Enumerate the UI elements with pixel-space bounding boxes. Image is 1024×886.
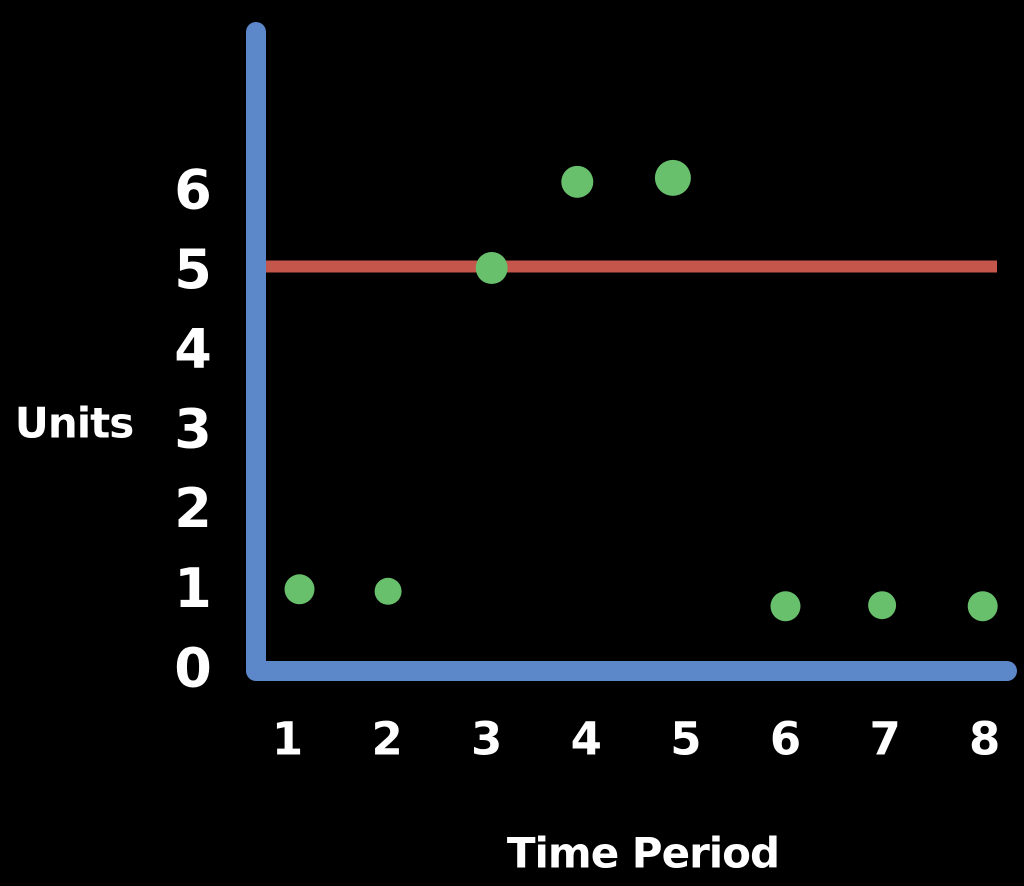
y-tick-label: 3 xyxy=(174,397,212,460)
x-axis-title: Time Period xyxy=(506,828,780,878)
x-tick-label: 8 xyxy=(969,713,1000,766)
y-tick-label: 5 xyxy=(174,238,212,301)
x-tick-label: 6 xyxy=(770,713,801,766)
data-point xyxy=(654,159,691,196)
y-tick-label: 0 xyxy=(174,637,212,700)
y-tick-label: 6 xyxy=(174,158,212,221)
reference-line xyxy=(266,260,997,273)
axis-line xyxy=(246,22,1017,681)
data-point xyxy=(967,591,998,622)
data-point xyxy=(561,165,594,198)
x-tick-label: 7 xyxy=(869,713,900,766)
x-tick-label: 3 xyxy=(471,713,502,766)
x-tick-label: 5 xyxy=(670,713,701,766)
x-tick-label: 4 xyxy=(571,713,602,766)
data-point xyxy=(284,574,315,605)
y-axis-title: Units xyxy=(14,398,134,448)
data-point xyxy=(475,252,508,284)
x-tick-label: 1 xyxy=(272,713,303,766)
y-tick-label: 1 xyxy=(174,557,212,620)
y-tick-label: 4 xyxy=(174,318,212,381)
x-tick-label: 2 xyxy=(371,713,402,766)
data-point xyxy=(868,591,897,620)
y-tick-label: 2 xyxy=(174,477,212,540)
data-point xyxy=(374,577,402,605)
data-point xyxy=(770,591,801,622)
